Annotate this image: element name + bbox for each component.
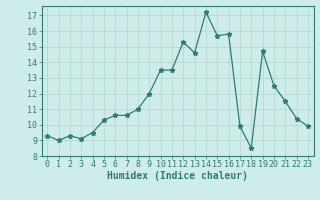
- X-axis label: Humidex (Indice chaleur): Humidex (Indice chaleur): [107, 171, 248, 181]
